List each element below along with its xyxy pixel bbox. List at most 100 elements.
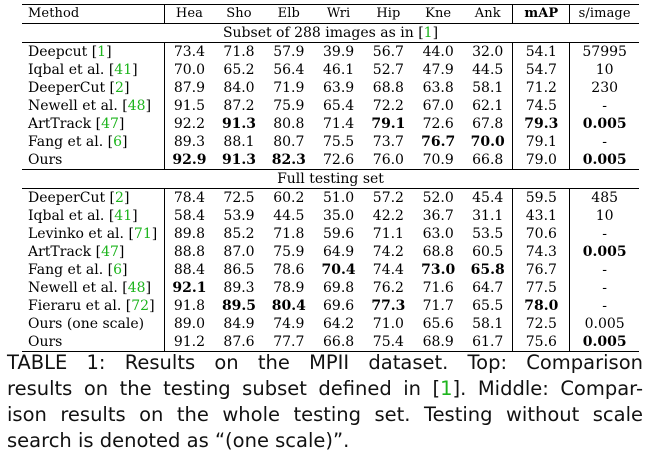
value-cell-kne: 68.9 xyxy=(413,333,464,352)
value-cell-hea: 91.5 xyxy=(173,98,206,114)
value-cell-ank: 66.8 xyxy=(472,152,504,168)
column-header-elb: Elb xyxy=(263,4,314,24)
citation-link[interactable]: 2 xyxy=(115,190,124,206)
value-cell-hip: 74.2 xyxy=(372,244,404,260)
value-cell-hip: 57.2 xyxy=(372,190,404,206)
citation-link[interactable]: 41 xyxy=(114,62,133,78)
value-cell-sho: 87.2 xyxy=(223,98,255,114)
value-cell-hea: 73.4 xyxy=(173,44,206,60)
value-cell-hea: 88.4 xyxy=(173,262,206,278)
method-cell: Ours xyxy=(22,333,165,352)
value-cell-s-image: - xyxy=(569,97,639,115)
value-cell-map: 75.6 xyxy=(512,333,570,352)
value-cell-elb: 74.9 xyxy=(273,316,305,332)
value-cell-sho: 89.5 xyxy=(221,298,257,314)
section-header-row: Full testing set xyxy=(22,169,639,189)
value-cell-hea: 88.8 xyxy=(173,244,206,260)
value-cell-elb: 78.9 xyxy=(273,280,305,296)
citation-link[interactable]: 41 xyxy=(114,208,133,224)
method-name: DeeperCut xyxy=(28,80,110,96)
table-row: Ours 91.2 87.6 77.7 66.8 75.4 68.9 61.7 75.6 0.00… xyxy=(22,333,639,352)
method-name: Ours xyxy=(28,334,63,350)
value-cell-sho: 53.9 xyxy=(223,208,255,224)
citation-link[interactable]: 6 xyxy=(113,134,123,150)
value-cell-map: 79.1 xyxy=(512,133,570,151)
value-cell-wri: 64.9 xyxy=(323,244,355,260)
column-header-ank: Ank xyxy=(463,4,513,24)
table-row: Ours (one scale) 89.0 84.9 74.9 64.2 71.0 65.6… xyxy=(22,315,639,333)
value-cell-hea: 89.0 xyxy=(173,316,206,332)
column-header-hea: Hea xyxy=(164,4,215,24)
method-name: DeeperCut xyxy=(28,190,110,206)
citation-link[interactable]: 47 xyxy=(101,244,119,260)
value-cell-ank: 64.7 xyxy=(472,280,504,296)
value-cell-map: 71.2 xyxy=(512,79,570,97)
value-cell-elb: 44.5 xyxy=(273,208,305,224)
value-cell-elb: 57.9 xyxy=(273,44,305,60)
caption-line: TABLE 1: Results on the MPII dataset. To… xyxy=(7,350,643,376)
value-cell-s-image: 10 xyxy=(569,207,639,225)
citation-link[interactable]: 1 xyxy=(97,44,107,60)
citation-link[interactable]: 72 xyxy=(131,298,150,314)
value-cell-hip: 72.2 xyxy=(372,98,404,114)
citation-link[interactable]: 6 xyxy=(113,262,123,278)
value-cell-wri: 75.5 xyxy=(323,134,355,150)
column-header-map: mAP xyxy=(512,4,570,24)
table-row: Ours 92.9 91.3 82.3 72.6 76.0 70.9 66.8 79.0 0.00… xyxy=(22,151,639,170)
value-cell-map: 74.5 xyxy=(512,97,570,115)
section-title: Subset of 288 images as in [1] xyxy=(22,23,639,43)
citation-link[interactable]: 1 xyxy=(440,377,453,400)
citation-link[interactable]: 1 xyxy=(423,25,433,41)
value-cell-sho: 91.3 xyxy=(221,116,257,132)
method-name: Fieraru et al. xyxy=(28,298,126,314)
citation-link[interactable]: 47 xyxy=(101,116,119,132)
table-row: Fieraru et al. [72] 91.8 89.5 80.4 69.6 77.3 7… xyxy=(22,297,639,315)
value-cell-ank: 45.4 xyxy=(472,190,504,206)
value-cell-hea: 92.1 xyxy=(172,280,207,296)
results-table: Method Hea Sho Elb Wri Hip Kne Ank mAP s/image Su… xyxy=(22,4,639,352)
value-cell-elb: 80.7 xyxy=(273,134,305,150)
value-cell-kne: 70.9 xyxy=(422,152,454,168)
caption-line: results on the testing subset defined in… xyxy=(7,376,643,402)
method-cell: Ours xyxy=(22,151,165,170)
column-header-hip: Hip xyxy=(363,4,414,24)
value-cell-ank: 44.5 xyxy=(472,62,504,78)
caption-line: ison results on the whole testing set. T… xyxy=(7,402,643,428)
value-cell-hip: 52.7 xyxy=(372,62,404,78)
value-cell-map: 79.0 xyxy=(512,151,570,170)
citation-link[interactable]: 48 xyxy=(127,280,146,296)
citation-link[interactable]: 71 xyxy=(133,226,152,242)
value-cell-hea: 78.4 xyxy=(173,190,206,206)
value-cell-hea: 87.9 xyxy=(173,80,206,96)
value-cell-s-image: 230 xyxy=(569,79,639,97)
method-name: ArtTrack xyxy=(28,244,96,260)
value-cell-wri: 59.6 xyxy=(323,226,355,242)
column-header-kne: Kne xyxy=(413,4,464,24)
caption-text: ]. Middle: Compar- xyxy=(452,377,643,400)
citation-link[interactable]: 2 xyxy=(115,80,124,96)
citation-link[interactable]: 48 xyxy=(127,98,146,114)
value-cell-s-image: - xyxy=(569,133,639,151)
value-cell-ank: 58.1 xyxy=(472,80,504,96)
value-cell-wri: 71.4 xyxy=(323,116,355,132)
value-cell-hip: 76.2 xyxy=(372,280,404,296)
method-name: Fang et al. xyxy=(28,262,108,278)
method-name: Deepcut xyxy=(28,44,92,60)
value-cell-wri: 63.9 xyxy=(323,80,355,96)
caption-text: results on the testing subset defined in… xyxy=(7,377,441,400)
table-caption: TABLE 1: Results on the MPII dataset. To… xyxy=(7,350,643,454)
value-cell-kne: 71.7 xyxy=(422,298,454,314)
table-header-row: Method Hea Sho Elb Wri Hip Kne Ank mAP s/image xyxy=(22,4,639,24)
value-cell-kne: 67.0 xyxy=(422,98,454,114)
value-cell-s-image: 10 xyxy=(569,61,639,79)
value-cell-wri: 46.1 xyxy=(323,62,355,78)
method-name: Iqbal et al. xyxy=(28,208,109,224)
section-title-text: Full testing set xyxy=(277,171,384,187)
value-cell-map: 70.6 xyxy=(512,225,570,243)
value-cell-hip: 75.4 xyxy=(363,333,414,352)
value-cell-s-image: 0.005 xyxy=(569,315,639,333)
value-cell-kne: 52.0 xyxy=(422,190,454,206)
method-cell: DeeperCut [2] xyxy=(22,188,165,207)
value-cell-ank: 62.1 xyxy=(472,98,504,114)
table-row: Fang et al. [6] 89.3 88.1 80.7 75.5 73.7 76.7 7… xyxy=(22,133,639,151)
